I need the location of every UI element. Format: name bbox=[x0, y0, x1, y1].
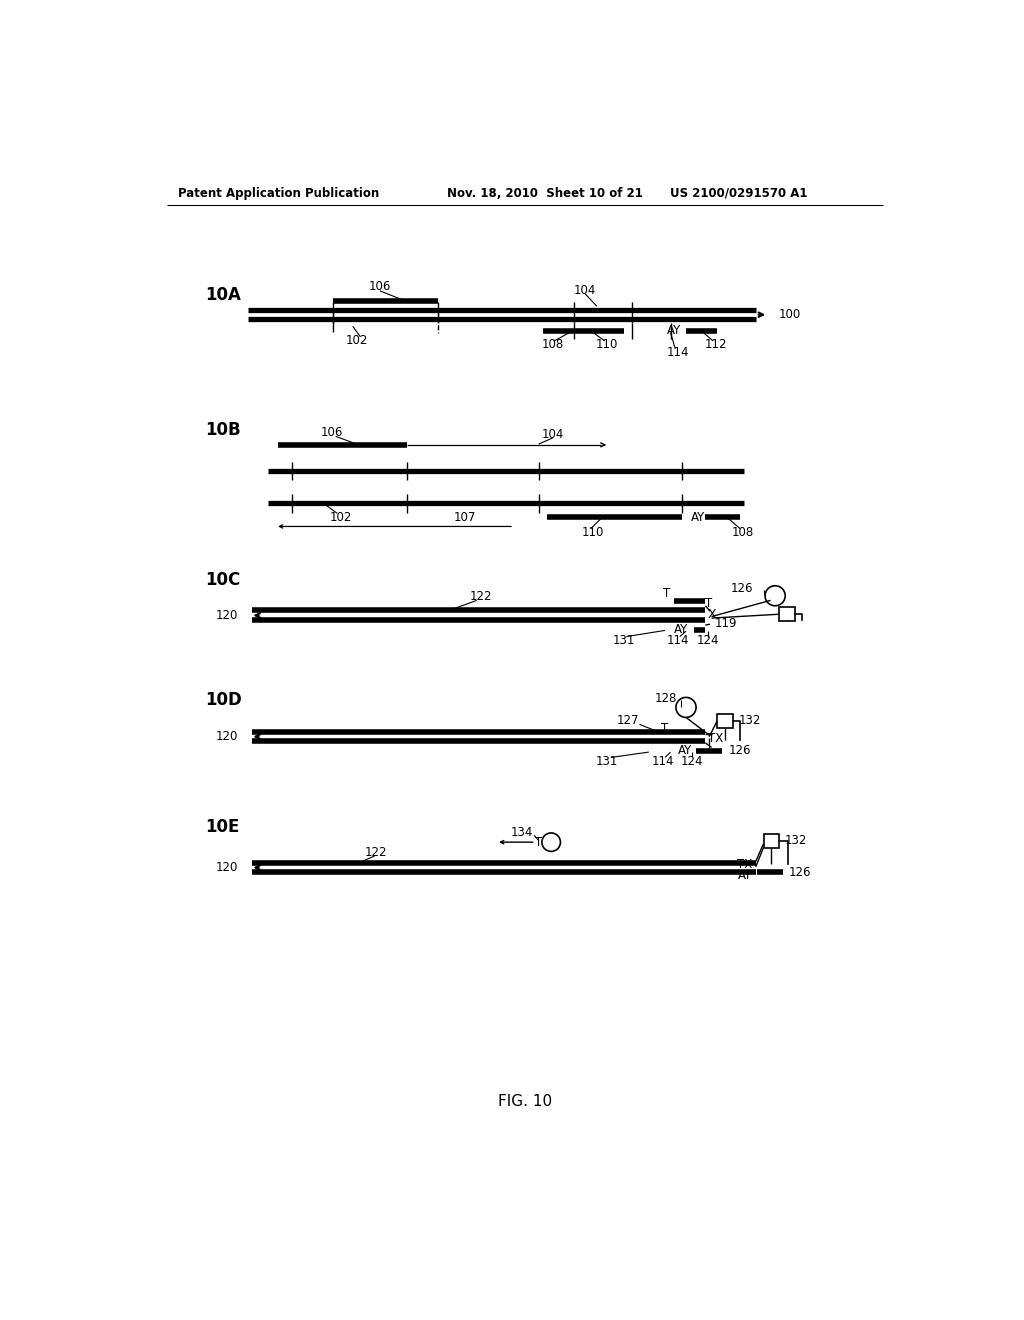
Text: 10E: 10E bbox=[206, 818, 240, 836]
Text: 119: 119 bbox=[715, 616, 737, 630]
Text: T: T bbox=[705, 597, 712, 610]
Text: 10D: 10D bbox=[206, 690, 243, 709]
Text: 126: 126 bbox=[729, 744, 752, 758]
Text: 102: 102 bbox=[330, 511, 352, 524]
Text: 122: 122 bbox=[469, 590, 492, 603]
Text: 120: 120 bbox=[216, 730, 238, 743]
Text: 124: 124 bbox=[681, 755, 703, 768]
Text: 107: 107 bbox=[454, 511, 476, 524]
Text: T: T bbox=[664, 587, 671, 601]
Text: AY: AY bbox=[690, 511, 705, 524]
Bar bbox=[779, 607, 795, 622]
Text: 120: 120 bbox=[216, 609, 238, 622]
Text: 110: 110 bbox=[596, 338, 618, 351]
Text: 126: 126 bbox=[788, 866, 811, 879]
Text: 128: 128 bbox=[654, 692, 677, 705]
Text: 132: 132 bbox=[784, 834, 807, 847]
Text: 102: 102 bbox=[345, 334, 368, 347]
Text: US 2100/0291570 A1: US 2100/0291570 A1 bbox=[671, 186, 808, 199]
Text: TX: TX bbox=[708, 731, 723, 744]
Text: 114: 114 bbox=[651, 755, 674, 768]
Text: Nov. 18, 2010  Sheet 10 of 21: Nov. 18, 2010 Sheet 10 of 21 bbox=[447, 186, 643, 199]
Text: 122: 122 bbox=[365, 846, 387, 859]
Text: 120: 120 bbox=[216, 861, 238, 874]
Text: 114: 114 bbox=[667, 634, 689, 647]
Text: TX: TX bbox=[737, 858, 753, 871]
Text: FIG. 10: FIG. 10 bbox=[498, 1094, 552, 1109]
Text: 10C: 10C bbox=[206, 572, 241, 589]
Text: 112: 112 bbox=[705, 338, 727, 351]
Text: AY: AY bbox=[675, 623, 688, 636]
Text: 110: 110 bbox=[582, 527, 604, 539]
Text: 114: 114 bbox=[667, 346, 689, 359]
Text: T: T bbox=[662, 722, 669, 735]
Text: AY: AY bbox=[667, 325, 681, 338]
Text: T: T bbox=[535, 836, 542, 849]
Text: 134: 134 bbox=[510, 825, 532, 838]
Text: 106: 106 bbox=[369, 280, 391, 293]
Text: 108: 108 bbox=[542, 338, 564, 351]
Text: 100: 100 bbox=[779, 308, 801, 321]
Text: X: X bbox=[708, 607, 717, 620]
Text: 127: 127 bbox=[617, 714, 640, 727]
Text: 104: 104 bbox=[542, 428, 564, 441]
Text: 10A: 10A bbox=[206, 286, 242, 305]
Text: 108: 108 bbox=[731, 527, 754, 539]
Text: 126: 126 bbox=[731, 582, 754, 594]
Bar bbox=[717, 714, 732, 729]
Text: AY: AY bbox=[678, 744, 692, 758]
Text: Patent Application Publication: Patent Application Publication bbox=[178, 186, 380, 199]
Text: 131: 131 bbox=[596, 755, 618, 768]
Text: 104: 104 bbox=[574, 284, 596, 297]
Text: 106: 106 bbox=[321, 426, 343, 440]
Text: 132: 132 bbox=[738, 714, 761, 727]
Text: 124: 124 bbox=[696, 634, 719, 647]
Bar bbox=[764, 834, 779, 847]
Text: 131: 131 bbox=[612, 634, 635, 647]
Text: 10B: 10B bbox=[206, 421, 241, 440]
Text: AY: AY bbox=[738, 869, 753, 882]
